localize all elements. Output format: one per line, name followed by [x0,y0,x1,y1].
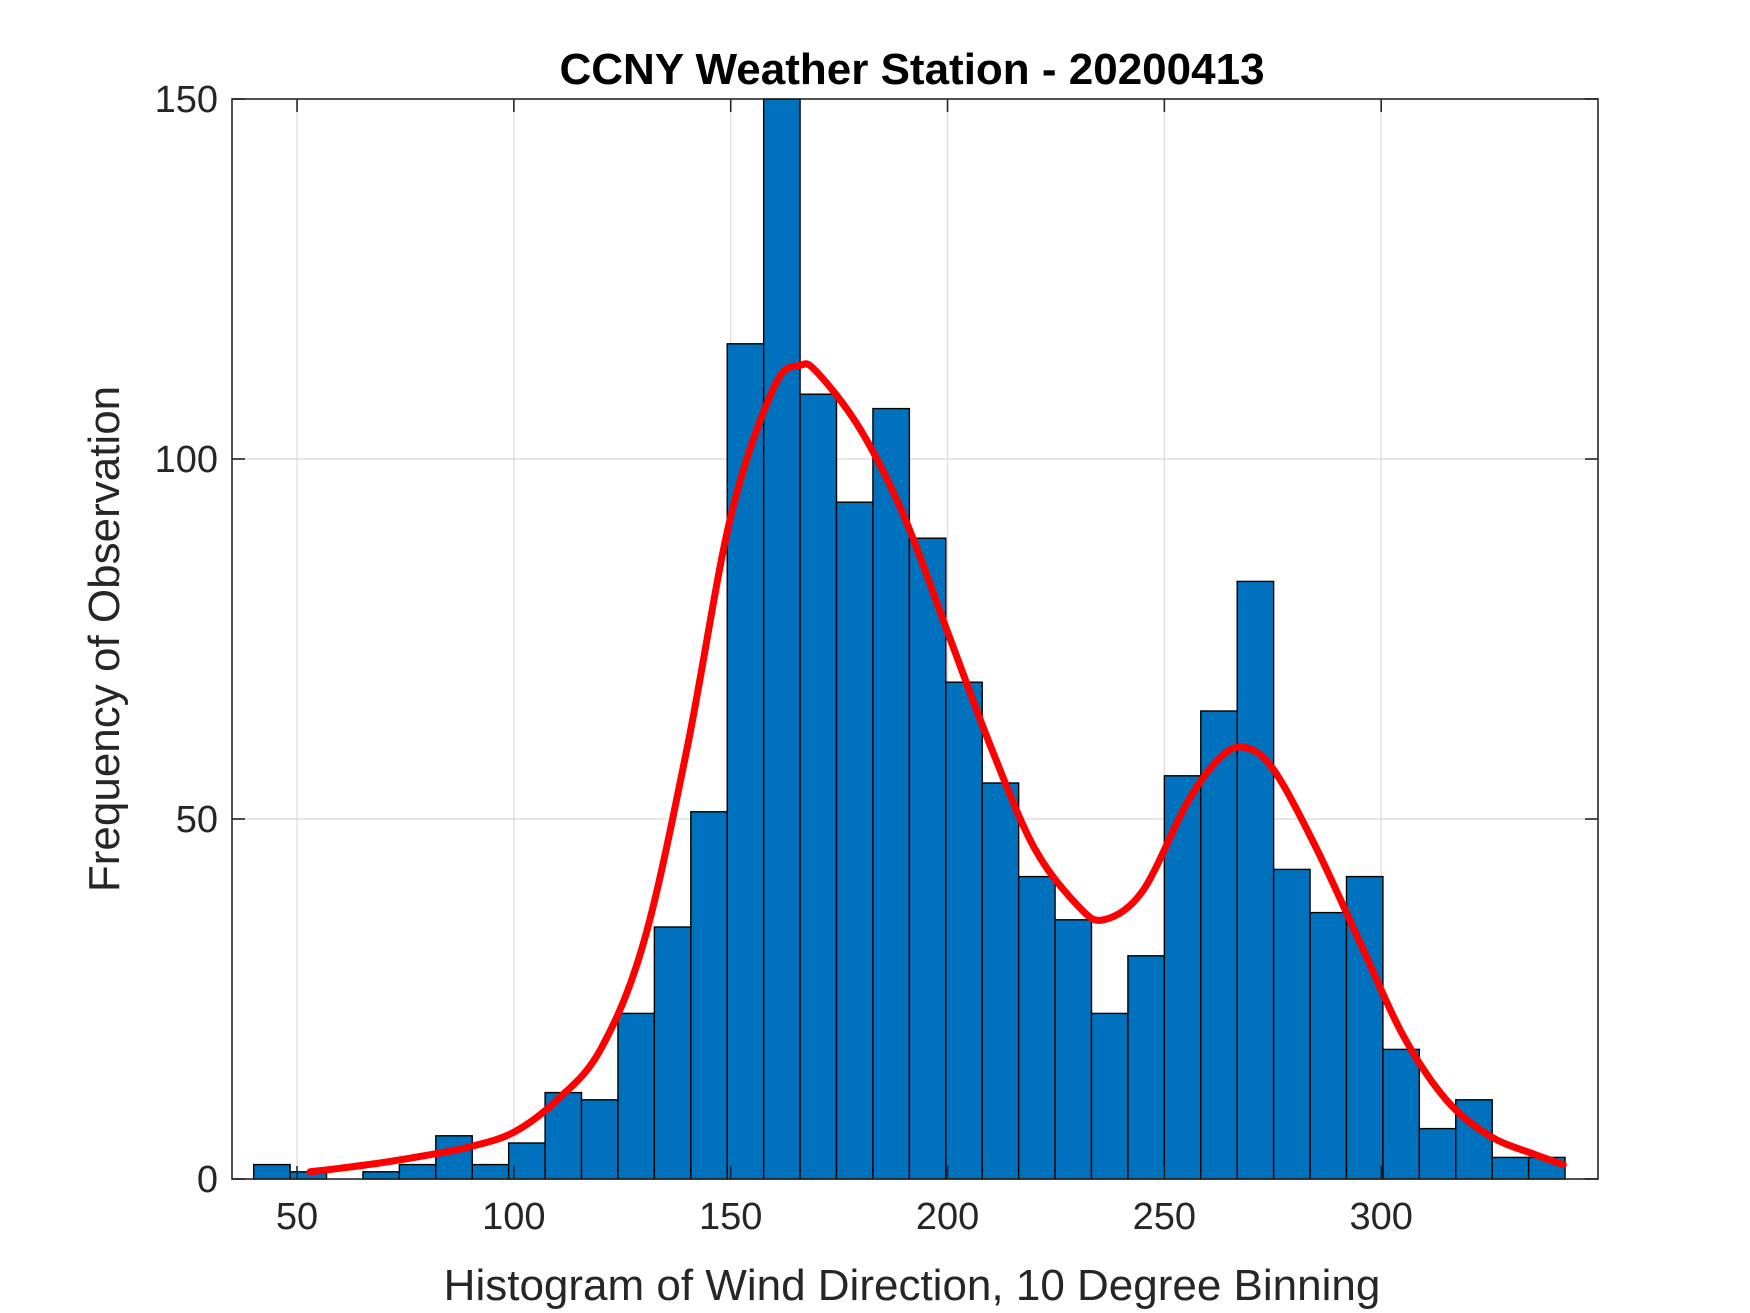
histogram-bar [908,537,947,1180]
histogram-bar [1418,1127,1457,1180]
x-tick-label: 50 [276,1196,318,1238]
histogram-bar [1090,1012,1129,1180]
axes-box [231,98,1599,1180]
histogram-bar [362,1171,401,1180]
histogram-bar [471,1163,510,1180]
axis-ticks: 50 100 150 200 250 300 0 50 100 150 [155,79,1598,1238]
histogram-bar [981,782,1020,1180]
x-tick-label: 150 [699,1196,762,1238]
y-axis-label: Frequency of Observation [80,386,129,892]
histogram-bar [835,501,874,1180]
histogram-bar [690,811,728,1180]
histogram-bar [945,681,983,1180]
histogram-bar [617,1012,656,1180]
x-tick-label: 300 [1349,1196,1412,1238]
fit-curve-layer [306,360,1567,1176]
x-tick-label: 250 [1133,1196,1196,1238]
histogram-bar [1491,1156,1530,1180]
histogram-bar [435,1135,473,1180]
x-axis-label: Histogram of Wind Direction, 10 Degree B… [444,1261,1381,1310]
histogram-bar [252,1163,291,1180]
histogram-bar [580,1099,619,1180]
y-tick-label: 150 [155,79,218,121]
histogram-bar [1200,710,1238,1180]
chart-title: CCNY Weather Station - 20200413 [559,45,1264,94]
histogram-bar [1382,1048,1421,1180]
histogram-bar [799,393,838,1180]
histogram-bar [398,1163,437,1180]
histogram-bar [872,407,911,1180]
histogram-bar [653,926,692,1180]
y-tick-label: 0 [197,1159,218,1201]
histogram-bars [252,98,1566,1180]
histogram-bar [1309,911,1348,1180]
histogram-bar [1054,919,1093,1180]
fit-curve-line [306,360,1567,1176]
histogram-bar [1236,580,1275,1180]
histogram-bar [1272,868,1311,1180]
y-tick-label: 50 [176,799,218,841]
histogram-bar [1127,955,1166,1180]
x-tick-label: 100 [482,1196,545,1238]
histogram-bar [762,98,801,1180]
y-tick-label: 100 [155,439,218,481]
x-tick-label: 200 [916,1196,979,1238]
histogram-bar [1017,875,1056,1180]
